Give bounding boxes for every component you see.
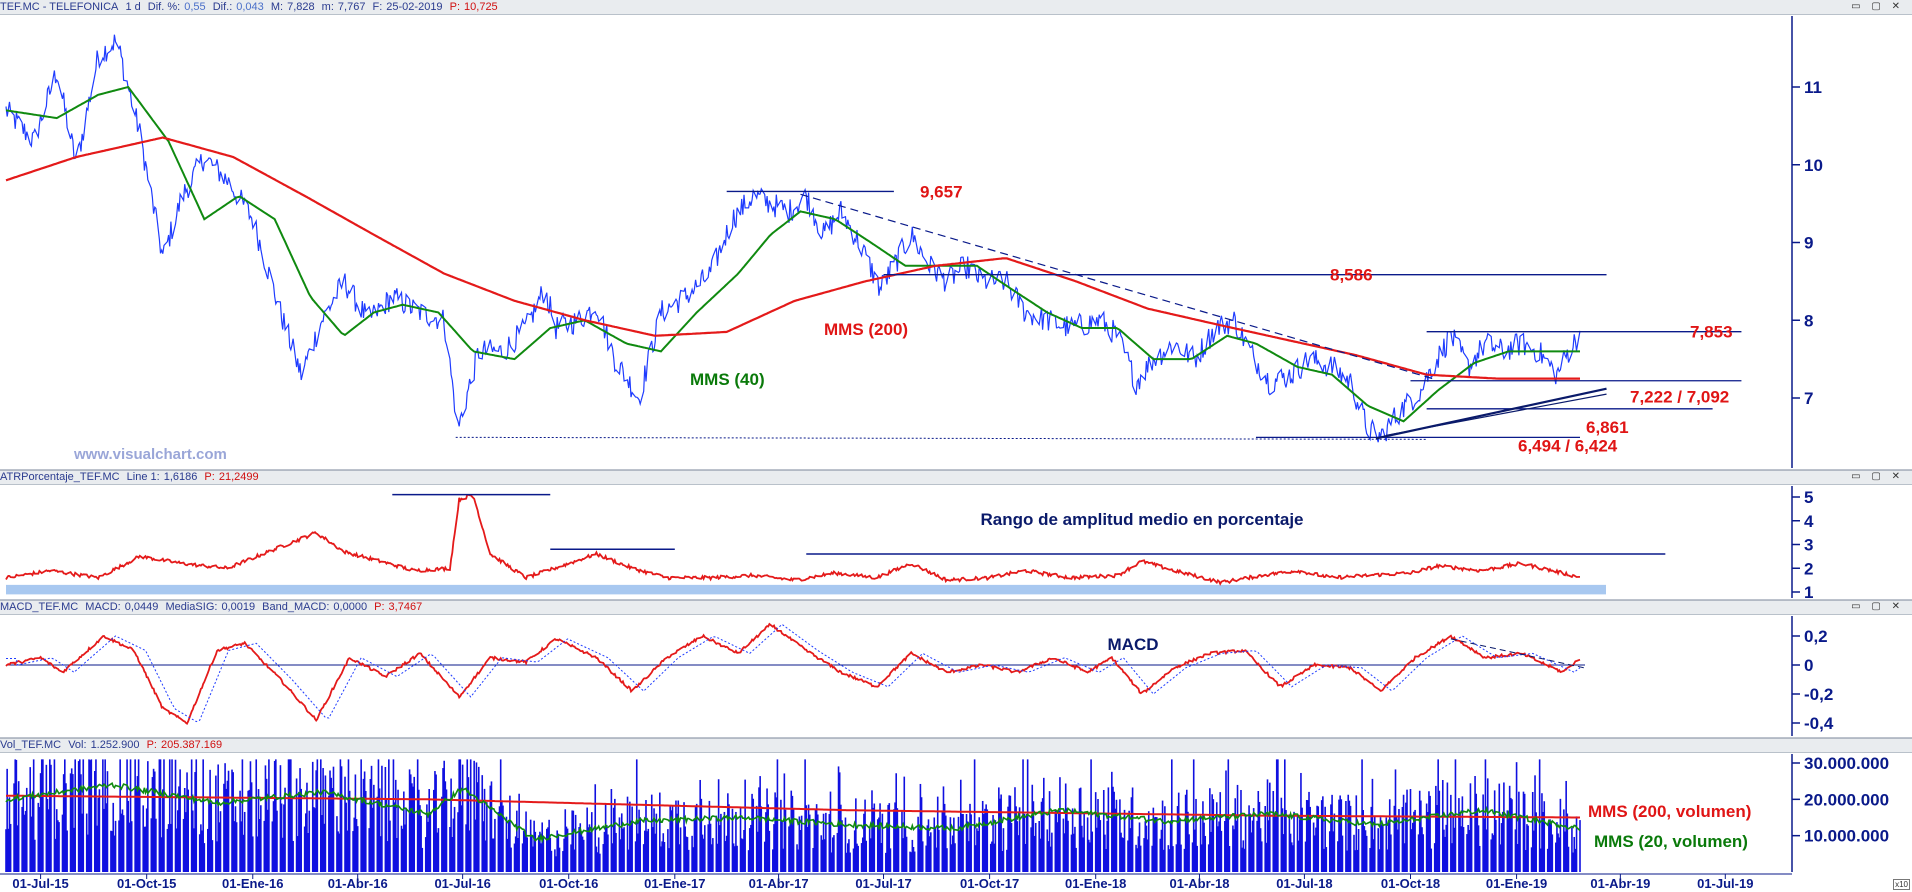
macd-label: MACD: <box>85 601 121 613</box>
window-buttons[interactable]: ▭ ▢ ✕ <box>1851 471 1904 482</box>
vol-name: Vol_TEF.MC <box>0 739 62 751</box>
atr-line-label: Line 1: <box>126 471 160 483</box>
atr-p-label: P: <box>204 471 215 483</box>
vol-value: 1.252.900 <box>90 739 140 751</box>
date-label: F: <box>372 1 383 13</box>
window-buttons[interactable]: ▭ ▢ ✕ <box>1851 1 1904 12</box>
dif-value: 0,043 <box>236 1 264 13</box>
atr-name: ATRPorcentaje_TEF.MC <box>0 471 120 483</box>
volume-panel[interactable]: Vol_TEF.MC Vol: 1.252.900 P: 205.387.169 <box>0 738 1912 892</box>
corner-badge[interactable]: x10 <box>1893 879 1910 890</box>
price-panel[interactable]: TEF.MC - TELEFONICA 1 d Dif. %: 0,55 Dif.… <box>0 0 1912 470</box>
min-value: 7,767 <box>337 1 366 13</box>
dif-label: Dif.: <box>212 1 233 13</box>
signal-value: 0,0019 <box>221 601 256 613</box>
symbol-label: TEF.MC - TELEFONICA <box>0 1 119 13</box>
macd-panel-header: MACD_TEF.MC MACD: 0,0449 MediaSIG: 0,0019 … <box>0 600 1912 615</box>
p-value: 10,725 <box>464 1 498 13</box>
macd-p-label: P: <box>374 601 385 613</box>
min-label: m: <box>321 1 334 13</box>
max-value: 7,828 <box>287 1 315 13</box>
dif-pct-value: 0,55 <box>184 1 206 13</box>
macd-panel[interactable]: MACD_TEF.MC MACD: 0,0449 MediaSIG: 0,0019 … <box>0 600 1912 738</box>
window-buttons[interactable]: ▭ ▢ ✕ <box>1851 601 1904 612</box>
macd-p-value: 3,7467 <box>388 601 423 613</box>
vol-p-value: 205.387.169 <box>160 739 223 751</box>
macd-value: 0,0449 <box>124 601 159 613</box>
date-value: 25-02-2019 <box>386 1 443 13</box>
macd-name: MACD_TEF.MC <box>0 601 79 613</box>
max-label: M: <box>270 1 284 13</box>
band-value: 0,0000 <box>333 601 368 613</box>
signal-label: MediaSIG: <box>165 601 218 613</box>
atr-p-value: 21,2499 <box>218 471 259 483</box>
band-label: Band_MACD: <box>262 601 330 613</box>
vol-label: Vol: <box>68 739 87 751</box>
vol-p-label: P: <box>146 739 157 751</box>
atr-line-value: 1,6186 <box>163 471 198 483</box>
atr-panel[interactable]: ATRPorcentaje_TEF.MC Line 1: 1,6186 P: 21,… <box>0 470 1912 600</box>
dif-pct-label: Dif. %: <box>147 1 181 13</box>
atr-panel-header: ATRPorcentaje_TEF.MC Line 1: 1,6186 P: 21,… <box>0 470 1912 485</box>
p-label: P: <box>449 1 461 13</box>
price-panel-header: TEF.MC - TELEFONICA 1 d Dif. %: 0,55 Dif.… <box>0 0 1912 15</box>
volume-panel-header: Vol_TEF.MC Vol: 1.252.900 P: 205.387.169 <box>0 738 1912 753</box>
period-label: 1 d <box>125 1 141 13</box>
